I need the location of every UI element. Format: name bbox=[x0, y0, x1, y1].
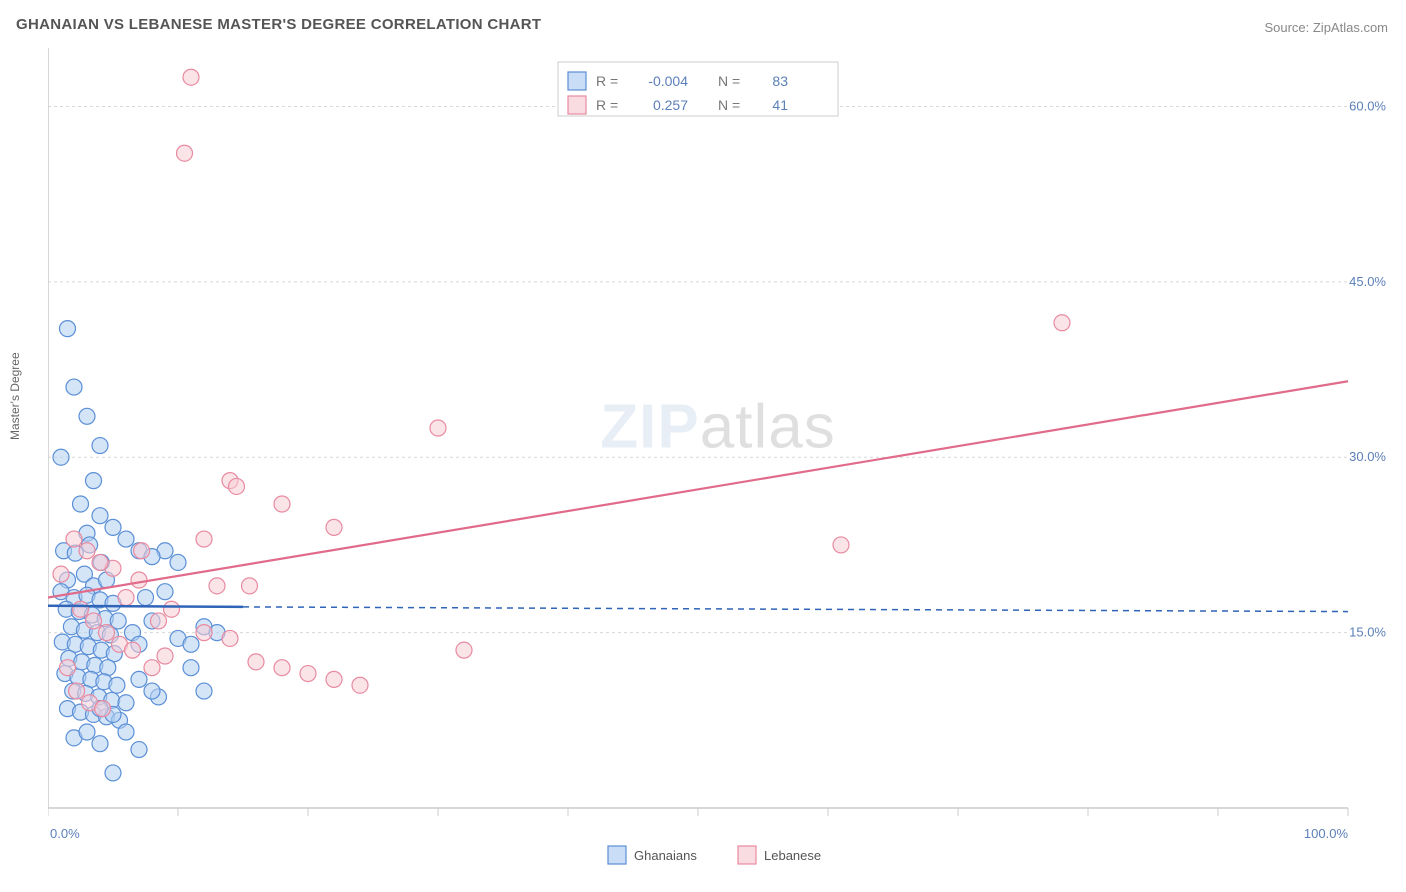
svg-text:N =: N = bbox=[718, 97, 740, 113]
svg-text:Lebanese: Lebanese bbox=[764, 848, 821, 863]
svg-text:Ghanaians: Ghanaians bbox=[634, 848, 697, 863]
svg-text:60.0%: 60.0% bbox=[1349, 98, 1386, 113]
svg-text:0.257: 0.257 bbox=[653, 97, 688, 113]
chart-container: GHANAIAN VS LEBANESE MASTER'S DEGREE COR… bbox=[0, 0, 1406, 892]
source-label: Source: ZipAtlas.com bbox=[1264, 20, 1388, 35]
svg-text:41: 41 bbox=[772, 97, 788, 113]
svg-text:30.0%: 30.0% bbox=[1349, 449, 1386, 464]
svg-text:N =: N = bbox=[718, 73, 740, 89]
svg-text:100.0%: 100.0% bbox=[1304, 826, 1349, 841]
chart-title: GHANAIAN VS LEBANESE MASTER'S DEGREE COR… bbox=[16, 16, 541, 33]
chart-area: 15.0% 30.0% 45.0% 60.0% 0.0% 100.0% R = -0.004 N… bbox=[48, 48, 1388, 838]
svg-text:45.0%: 45.0% bbox=[1349, 274, 1386, 289]
svg-text:0.0%: 0.0% bbox=[50, 826, 80, 841]
y-axis-label: Master's Degree bbox=[8, 352, 22, 440]
svg-text:15.0%: 15.0% bbox=[1349, 625, 1386, 640]
svg-text:R =: R = bbox=[596, 97, 618, 113]
svg-text:-0.004: -0.004 bbox=[648, 73, 688, 89]
svg-text:R =: R = bbox=[596, 73, 618, 89]
scatter-chart-svg: 15.0% 30.0% 45.0% 60.0% 0.0% 100.0% R = -0.004 N… bbox=[48, 48, 1388, 878]
svg-text:83: 83 bbox=[772, 73, 788, 89]
